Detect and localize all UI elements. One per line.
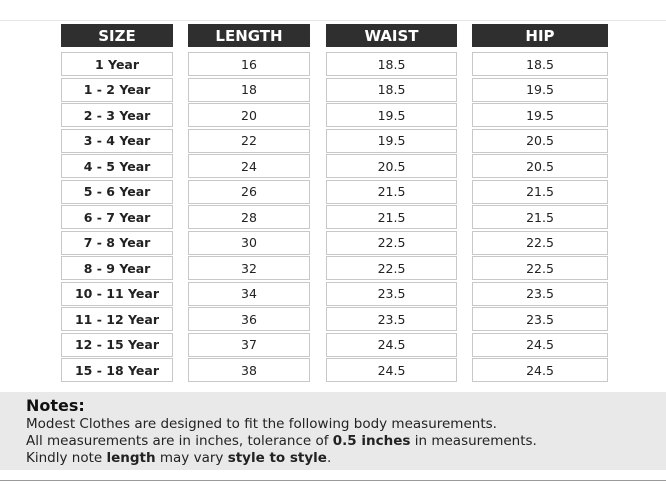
note-emphasis: length <box>106 450 156 466</box>
table-cell: 24.5 <box>472 358 608 382</box>
table-cell: 22.5 <box>326 230 457 255</box>
table-cell: 28 <box>188 205 310 229</box>
note-line: Modest Clothes are designed to fit the f… <box>26 416 497 432</box>
table-cell: 2 - 3 Year <box>61 103 173 127</box>
table-cell: 8 - 9 Year <box>61 256 173 280</box>
table-cell: 38 <box>188 358 310 382</box>
note-text: may vary <box>155 450 228 466</box>
table-cell: 21.5 <box>472 205 608 229</box>
table-cell: 7 - 8 Year <box>61 230 173 255</box>
table-cell: 24 <box>188 154 310 178</box>
table-cell: 36 <box>188 307 310 331</box>
table-cell: 22.5 <box>472 256 608 280</box>
note-text: in measurements. <box>410 433 537 449</box>
table-cell: 16 <box>188 52 310 76</box>
note-text: Kindly note <box>26 450 107 466</box>
table-cell: 1 Year <box>61 52 173 76</box>
bottom-rule <box>0 480 666 481</box>
table-cell: 23.5 <box>472 307 608 331</box>
table-cell: 18.5 <box>472 52 608 76</box>
table-cell: 18.5 <box>326 52 457 76</box>
table-cell: 19.5 <box>326 103 457 127</box>
table-cell: 22 <box>188 128 310 153</box>
table-cell: 22.5 <box>472 230 608 255</box>
table-cell: 20.5 <box>472 154 608 178</box>
table-cell: 24.5 <box>326 332 457 357</box>
table-cell: 20.5 <box>472 128 608 153</box>
header-cell: WAIST <box>326 24 457 47</box>
table-cell: 5 - 6 Year <box>61 179 173 204</box>
table-cell: 23.5 <box>326 281 457 306</box>
table-cell: 18 <box>188 77 310 102</box>
note-emphasis: 0.5 inches <box>332 433 411 449</box>
table-cell: 18.5 <box>326 77 457 102</box>
table-cell: 19.5 <box>472 77 608 102</box>
header-cell: HIP <box>472 24 608 47</box>
table-cell: 20.5 <box>326 154 457 178</box>
table-cell: 37 <box>188 332 310 357</box>
table-cell: 20 <box>188 103 310 127</box>
table-cell: 19.5 <box>326 128 457 153</box>
note-line: All measurements are in inches, toleranc… <box>26 433 537 449</box>
table-cell: 30 <box>188 230 310 255</box>
note-emphasis: style to style <box>227 450 327 466</box>
note-text: . <box>326 450 332 466</box>
table-cell: 4 - 5 Year <box>61 154 173 178</box>
table-cell: 12 - 15 Year <box>61 332 173 357</box>
note-text: All measurements are in inches, toleranc… <box>26 433 333 449</box>
table-cell: 11 - 12 Year <box>61 307 173 331</box>
table-cell: 6 - 7 Year <box>61 205 173 229</box>
table-cell: 21.5 <box>326 205 457 229</box>
note-line: Kindly note length may vary style to sty… <box>26 450 331 466</box>
table-cell: 10 - 11 Year <box>61 281 173 306</box>
top-rule <box>0 20 666 21</box>
table-cell: 21.5 <box>472 179 608 204</box>
notes-title: Notes: <box>26 396 85 415</box>
table-cell: 32 <box>188 256 310 280</box>
table-cell: 15 - 18 Year <box>61 358 173 382</box>
table-cell: 26 <box>188 179 310 204</box>
table-cell: 19.5 <box>472 103 608 127</box>
header-cell: LENGTH <box>188 24 310 47</box>
table-cell: 3 - 4 Year <box>61 128 173 153</box>
table-cell: 22.5 <box>326 256 457 280</box>
table-cell: 23.5 <box>326 307 457 331</box>
table-cell: 24.5 <box>326 358 457 382</box>
table-cell: 24.5 <box>472 332 608 357</box>
note-text: Modest Clothes are designed to fit the f… <box>26 416 497 432</box>
table-cell: 1 - 2 Year <box>61 77 173 102</box>
notes: Notes: Modest Clothes are designed to fi… <box>0 392 666 470</box>
header-cell: SIZE <box>61 24 173 47</box>
table-cell: 34 <box>188 281 310 306</box>
table-cell: 21.5 <box>326 179 457 204</box>
table-cell: 23.5 <box>472 281 608 306</box>
